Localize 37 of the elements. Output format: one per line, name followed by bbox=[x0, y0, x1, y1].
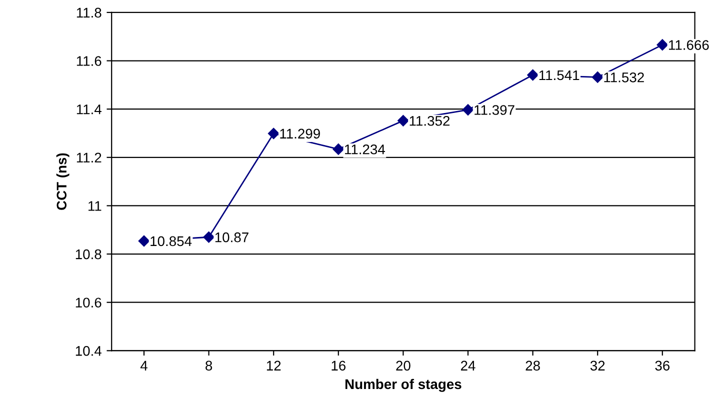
point bbox=[656, 39, 668, 50]
x-tick-label: 4 bbox=[140, 360, 148, 370]
data-label: 11.397 bbox=[474, 105, 514, 115]
y-tick-label: 11.6 bbox=[76, 56, 102, 66]
x-tick-label: 32 bbox=[590, 360, 605, 371]
x-axis-title: Number of stages bbox=[345, 378, 462, 392]
data-label: 11.352 bbox=[410, 116, 450, 126]
x-tick-label: 16 bbox=[332, 360, 346, 371]
x-tick-label: 12 bbox=[266, 360, 281, 370]
point bbox=[592, 72, 604, 83]
data-label: 11.299 bbox=[280, 128, 320, 139]
point bbox=[138, 235, 150, 247]
data-label: 10.87 bbox=[215, 232, 248, 242]
data-label: 10.854 bbox=[150, 236, 192, 246]
x-tick-label: 36 bbox=[655, 360, 670, 371]
data-label: 11.532 bbox=[604, 72, 644, 82]
x-tick-label: 24 bbox=[460, 360, 476, 370]
x-tick-label: 28 bbox=[526, 360, 540, 371]
point bbox=[462, 104, 474, 116]
data-label: 11.666 bbox=[669, 40, 709, 50]
y-axis-title: CCT (ns) bbox=[56, 153, 70, 210]
point bbox=[203, 232, 214, 243]
data-label: 11.234 bbox=[345, 144, 386, 154]
x-tick-label: 20 bbox=[396, 360, 410, 371]
y-tick-label: 10.6 bbox=[76, 298, 102, 308]
y-tick-label: 11.2 bbox=[76, 152, 102, 162]
y-tick-label: 11.4 bbox=[76, 104, 102, 114]
y-tick-label: 10.4 bbox=[76, 346, 102, 356]
y-tick-label: 10.8 bbox=[76, 249, 102, 260]
data-label: 11.541 bbox=[539, 70, 580, 80]
y-tick-label: 11 bbox=[88, 201, 102, 211]
x-tick-label: 8 bbox=[206, 360, 212, 371]
point bbox=[268, 128, 280, 140]
point bbox=[527, 69, 538, 81]
y-tick-label: 11.8 bbox=[76, 8, 102, 18]
point bbox=[332, 144, 344, 155]
point bbox=[398, 115, 409, 126]
